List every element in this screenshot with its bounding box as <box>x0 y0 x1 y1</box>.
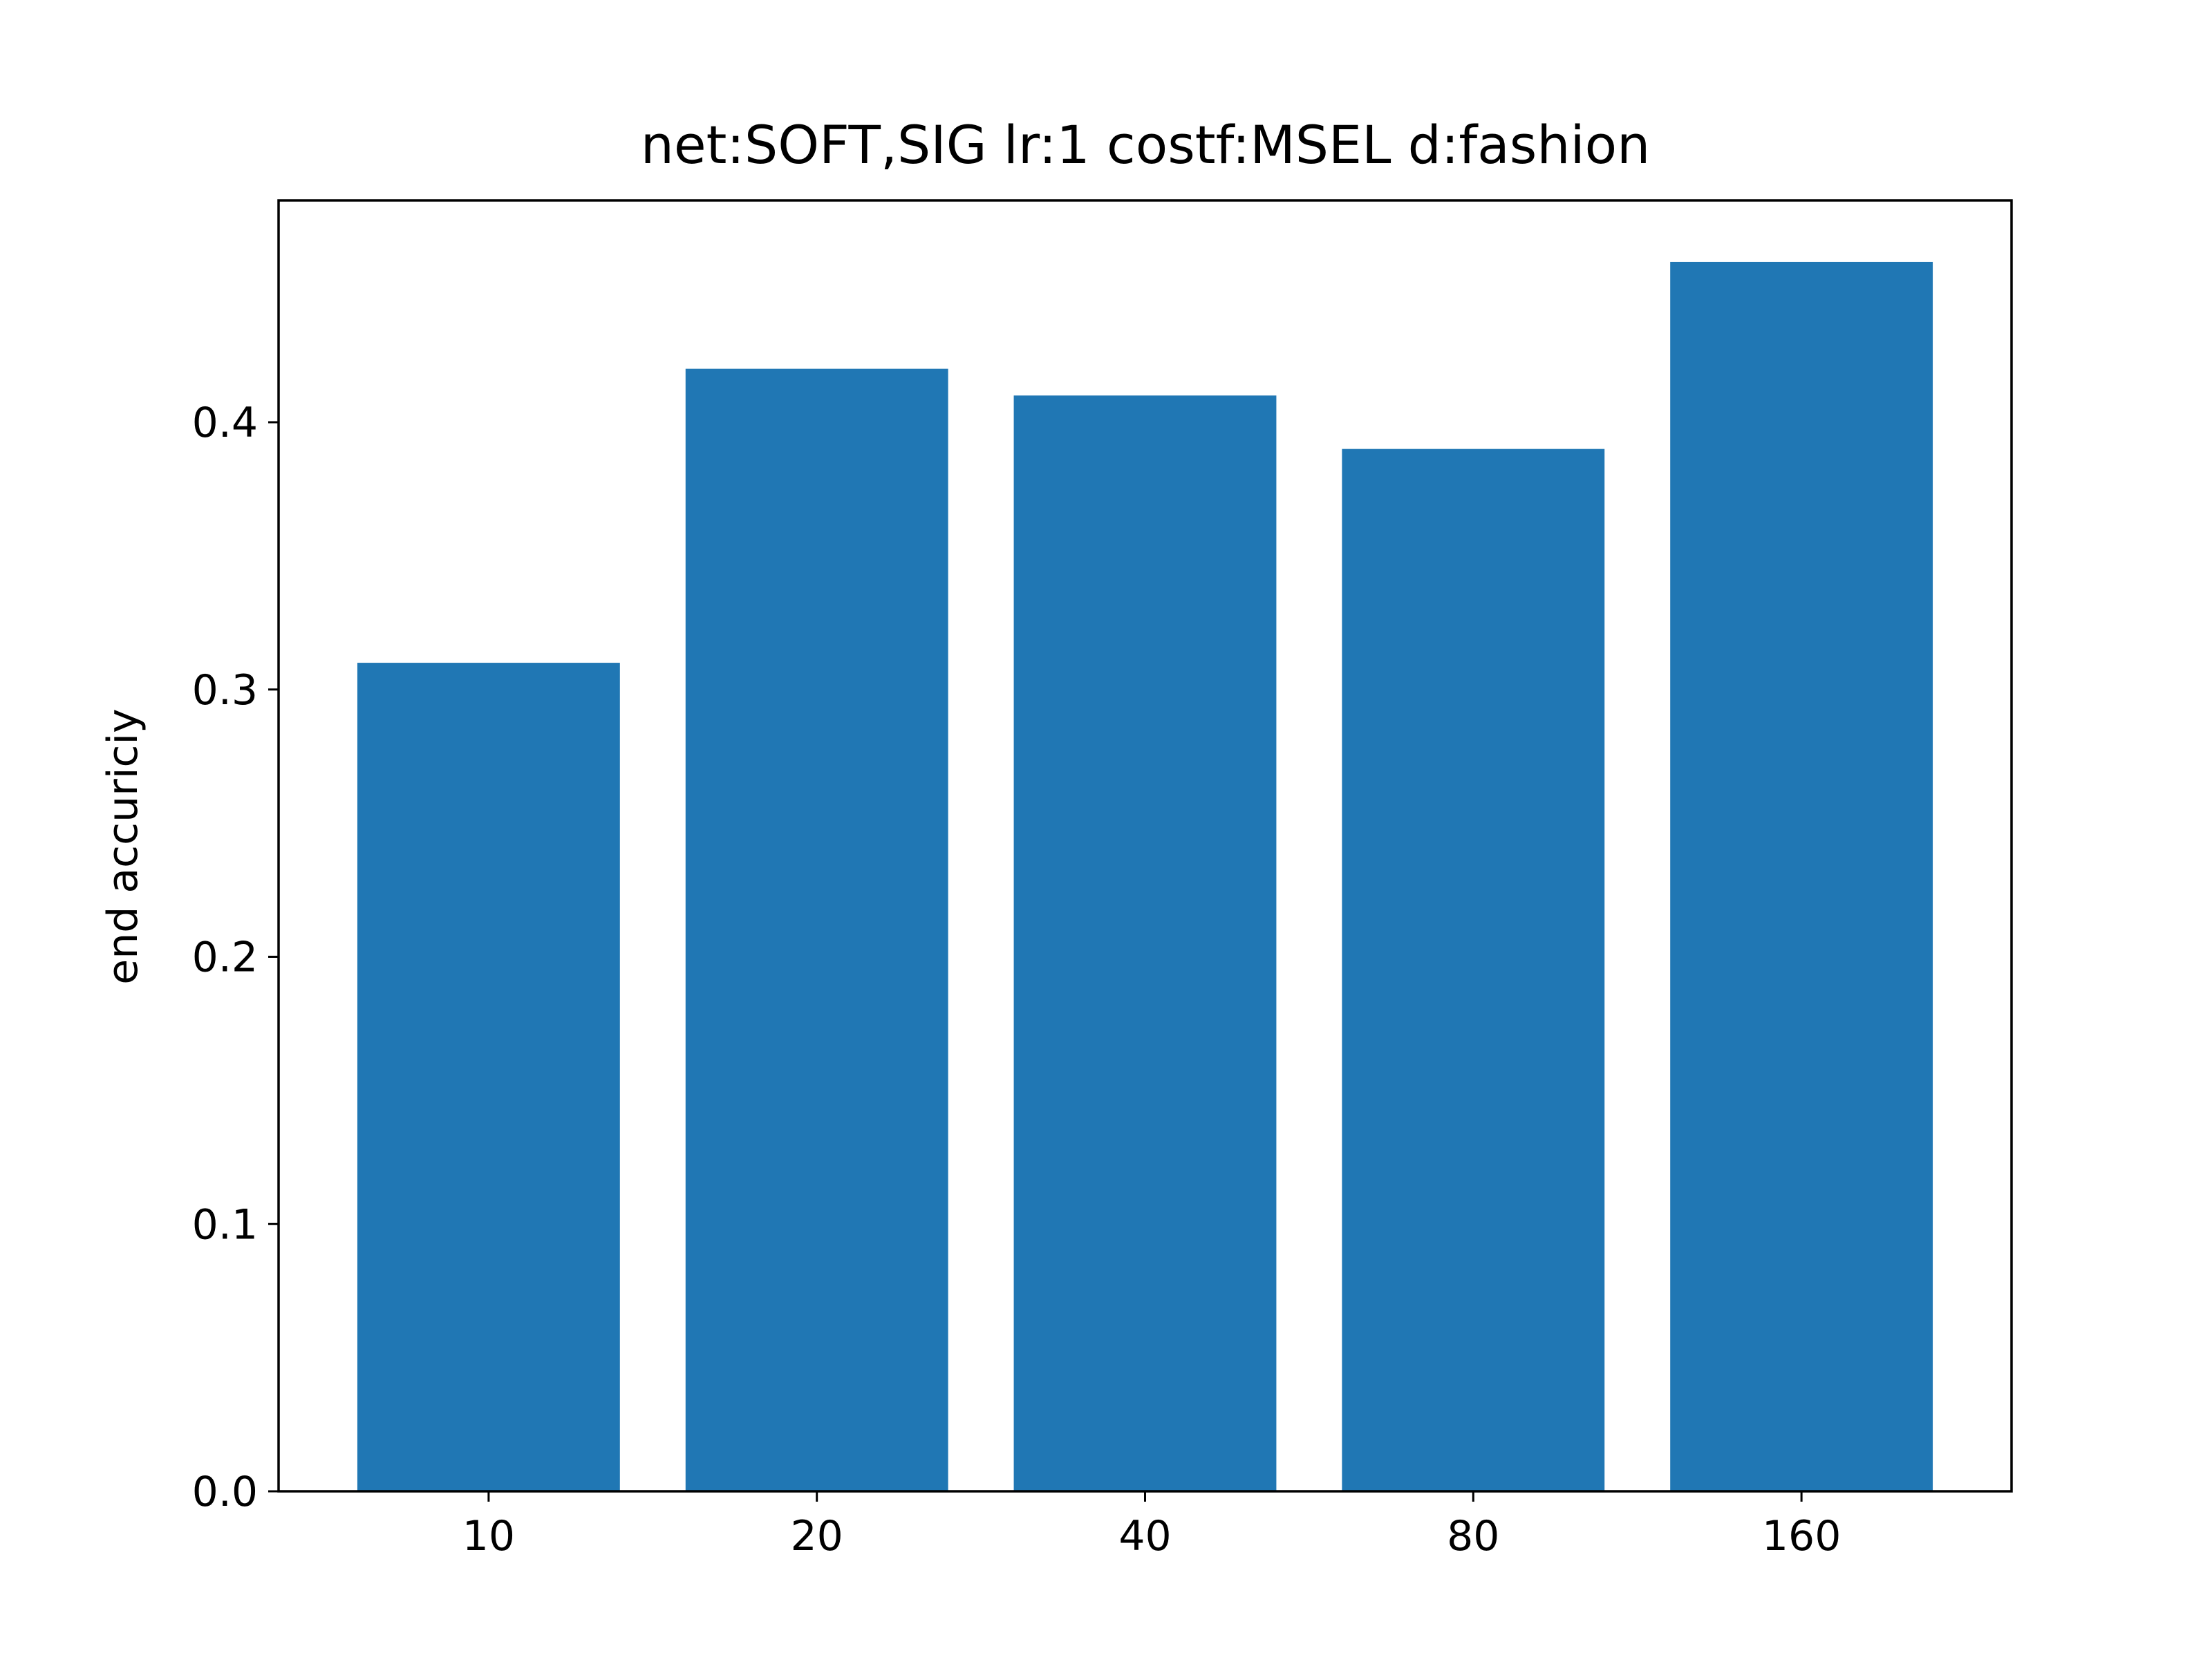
bar-40 <box>1013 395 1277 1491</box>
bars-group <box>357 261 1933 1492</box>
x-tick-label: 10 <box>462 1512 515 1560</box>
x-tick-label: 20 <box>791 1512 843 1560</box>
chart-title: net:SOFT,SIG lr:1 costf:MSEL d:fashion <box>641 114 1651 176</box>
bar-80 <box>1342 448 1605 1491</box>
y-tick-label: 0.0 <box>192 1468 258 1516</box>
y-tick-label: 0.2 <box>192 934 258 982</box>
x-tick-label: 80 <box>1447 1512 1499 1560</box>
y-axis-label: end accuriciy <box>99 708 147 984</box>
y-tick-label: 0.4 <box>192 399 258 447</box>
x-tick-label: 40 <box>1118 1512 1171 1560</box>
bar-10 <box>357 663 620 1491</box>
x-ticks-group: 10 20 40 80 160 <box>462 1491 1841 1560</box>
bar-160 <box>1670 261 1933 1491</box>
y-tick-label: 0.1 <box>192 1200 258 1249</box>
bar-20 <box>685 368 948 1492</box>
plot-frame <box>277 199 2013 1493</box>
x-tick-label: 160 <box>1762 1512 1841 1560</box>
y-ticks-group: 0.0 0.1 0.2 0.3 0.4 <box>192 399 279 1516</box>
y-tick-label: 0.3 <box>192 666 258 715</box>
